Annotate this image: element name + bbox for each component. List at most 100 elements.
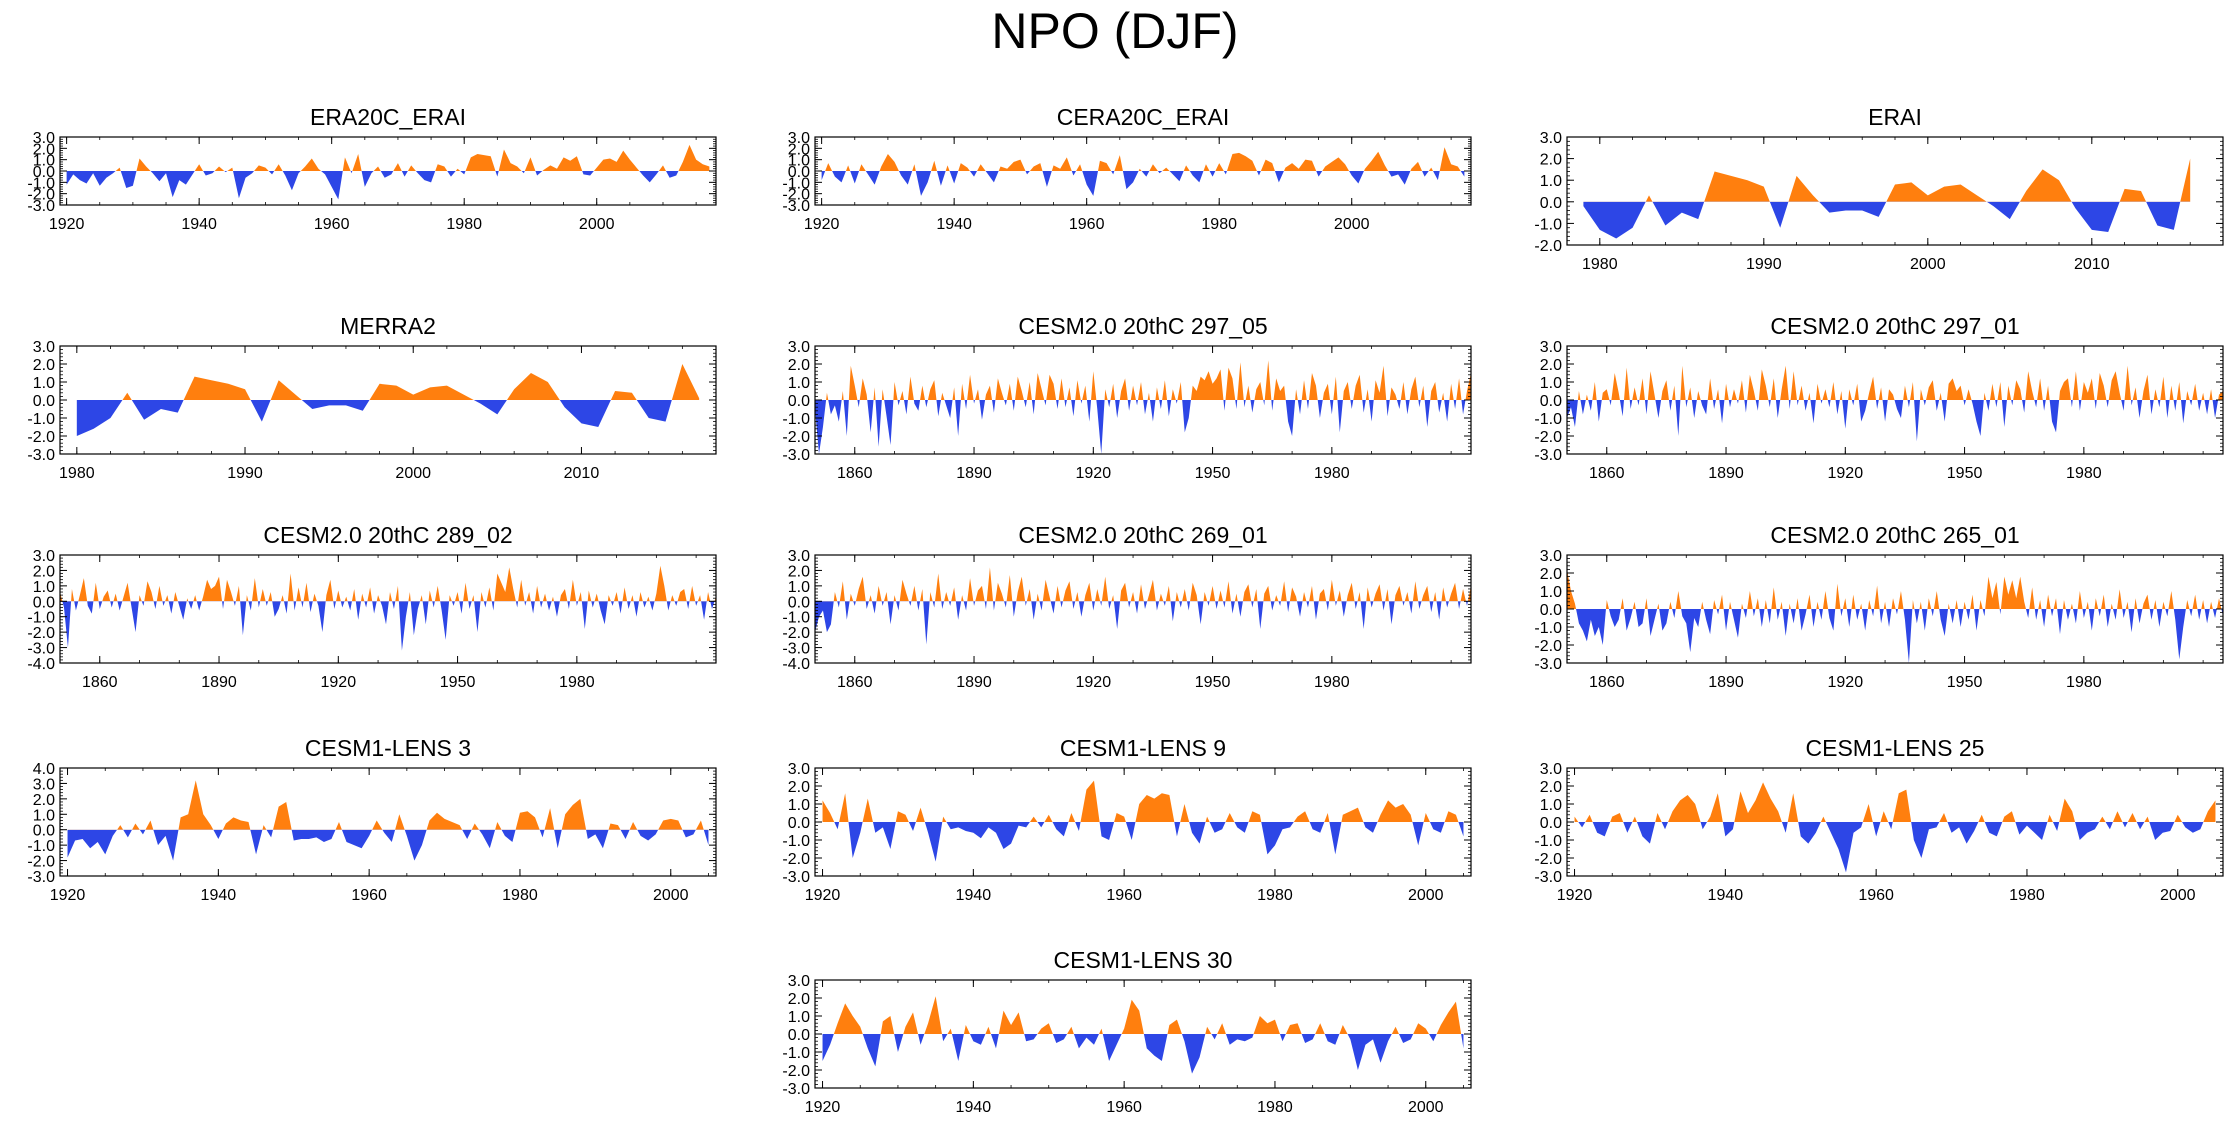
x-tick-label: 1860 [837, 674, 873, 691]
y-tick-label: -1.0 [27, 175, 55, 192]
x-tick-label: 1890 [1708, 674, 1744, 691]
y-tick-label: 3.0 [788, 548, 810, 565]
x-tick-label: 1980 [446, 216, 482, 233]
y-tick-label: -2.0 [27, 625, 55, 642]
y-tick-label: 3.0 [788, 761, 810, 778]
x-tick-label: 2000 [1334, 216, 1370, 233]
x-tick-label: 1960 [1858, 887, 1894, 904]
y-tick-label: 2.0 [788, 357, 810, 374]
x-tick-label: 2000 [1408, 1099, 1444, 1116]
y-tick-label: 1.0 [788, 579, 810, 596]
x-tick-label: 2010 [2074, 256, 2110, 273]
x-tick-label: 1980 [2009, 887, 2045, 904]
panel-erai: ERAI 3.0 2.0 1.0 0.0 -1.0 -2.0 1980 1990 2000 2010 [1534, 104, 2224, 273]
positive-area [1574, 782, 2216, 822]
y-tick-label: 3.0 [1540, 339, 1562, 356]
y-tick-label: -3.0 [1534, 656, 1562, 673]
panel-title: CERA20C_ERAI [1057, 104, 1230, 130]
panel-cesm1-lens-25: CESM1-LENS 25 3.02.01.00.0-1.0-2.0-3.0192… [1534, 735, 2224, 904]
x-tick-label: 1920 [805, 887, 841, 904]
y-tick-label: 0.0 [33, 823, 55, 840]
y-tick-label: 0.0 [33, 164, 55, 181]
y-tick-label: 2.0 [788, 563, 810, 580]
y-tick-label: 1.0 [33, 153, 55, 170]
y-tick-label: 1.0 [788, 153, 810, 170]
plot-frame [59, 554, 717, 664]
x-tick-label: 1980 [1582, 256, 1618, 273]
x-tick-label: 1990 [1746, 256, 1782, 273]
y-tick-label: 1.0 [33, 375, 55, 392]
x-tick-label: 1980 [1257, 887, 1293, 904]
panel-title: CESM2.0 20thC 297_01 [1770, 313, 2019, 339]
x-tick-label: 1920 [1557, 887, 1593, 904]
y-tick-label: 4.0 [33, 761, 55, 778]
y-tick-label: -1.0 [1534, 411, 1562, 428]
positive-area [833, 567, 1471, 602]
y-tick-label: -3.0 [27, 641, 55, 658]
x-tick-label: 1920 [805, 1099, 841, 1116]
positive-area [60, 565, 716, 602]
x-tick-label: 1960 [1106, 887, 1142, 904]
x-tick-label: 1940 [1708, 887, 1744, 904]
x-tick-label: 2010 [564, 465, 600, 482]
y-tick-label: 0.0 [1540, 602, 1562, 619]
x-tick-label: 1860 [837, 465, 873, 482]
x-tick-label: 2000 [653, 887, 689, 904]
panel-cesm2-0-20thc-289-02: CESM2.0 20thC 289_02 3.02.01.00.0-1.0-2.0… [27, 522, 717, 691]
x-tick-label: 1940 [936, 216, 972, 233]
x-tick-label: 1920 [1076, 674, 1112, 691]
y-tick-label: 2.0 [788, 141, 810, 158]
panel-cesm1-lens-3: CESM1-LENS 34.03.02.01.00.0-1.0-2.0-3.01… [27, 735, 717, 904]
x-tick-label: 1890 [1708, 465, 1744, 482]
positive-area [821, 147, 1465, 171]
y-tick-label: 3.0 [33, 776, 55, 793]
x-tick-label: 1920 [1828, 465, 1864, 482]
y-tick-label: 2.0 [33, 357, 55, 374]
y-tick-label: -1.0 [1534, 620, 1562, 637]
panel-title: CESM2.0 20thC 269_01 [1018, 522, 1267, 548]
y-tick-label: 0.0 [33, 393, 55, 410]
y-tick-label: -4.0 [782, 656, 810, 673]
x-tick-label: 1980 [59, 465, 95, 482]
x-tick-label: 1980 [2066, 674, 2102, 691]
y-tick-label: 0.0 [788, 164, 810, 181]
x-tick-label: 1960 [314, 216, 350, 233]
positive-area [1567, 365, 2223, 400]
y-tick-label: 2.0 [33, 563, 55, 580]
positive-area [1583, 158, 2191, 202]
x-tick-label: 1940 [201, 887, 237, 904]
y-tick-label: 3.0 [1540, 548, 1562, 565]
x-tick-label: 2000 [1910, 256, 1946, 273]
panel-cera20c-erai: CERA20C_ERAI 3.02.01.00.0-1.0-2.0-3.01920… [782, 104, 1472, 233]
x-tick-label: 1860 [1589, 465, 1625, 482]
y-tick-label: -1.0 [27, 610, 55, 627]
negative-area [821, 171, 1465, 196]
plot-frame [59, 767, 717, 877]
x-tick-label: 1980 [1314, 465, 1350, 482]
y-tick-label: 1.0 [788, 375, 810, 392]
y-tick-label: -1.0 [782, 411, 810, 428]
y-tick-label: -1.0 [782, 610, 810, 627]
positive-area [67, 780, 709, 830]
panel-cesm2-0-20thc-265-01: CESM2.0 20thC 265_01 3.02.01.00.0-1.0-2.0… [1534, 522, 2224, 691]
y-tick-label: 3.0 [788, 973, 810, 990]
y-tick-label: -2.0 [1534, 638, 1562, 655]
x-tick-label: 1860 [82, 674, 118, 691]
x-tick-label: 1960 [1069, 216, 1105, 233]
y-tick-label: 1.0 [788, 1009, 810, 1026]
panel-title: CESM1-LENS 25 [1806, 735, 1985, 761]
x-tick-label: 1980 [1257, 1099, 1293, 1116]
y-tick-label: 1.0 [1540, 584, 1562, 601]
y-tick-label: 2.0 [788, 991, 810, 1008]
x-tick-label: 1920 [321, 674, 357, 691]
y-tick-label: -3.0 [27, 447, 55, 464]
panel-cesm1-lens-9: CESM1-LENS 9 3.02.01.00.0-1.0-2.0-3.01920… [782, 735, 1472, 904]
negative-area [76, 400, 700, 436]
positive-area [815, 360, 1471, 400]
y-tick-label: 0.0 [788, 1027, 810, 1044]
panel-cesm2-0-20thc-269-01: CESM2.0 20thC 269_01 3.02.01.00.0-1.0-2.0… [782, 522, 1472, 691]
y-tick-label: -2.0 [782, 625, 810, 642]
y-tick-label: 2.0 [1540, 152, 1562, 169]
